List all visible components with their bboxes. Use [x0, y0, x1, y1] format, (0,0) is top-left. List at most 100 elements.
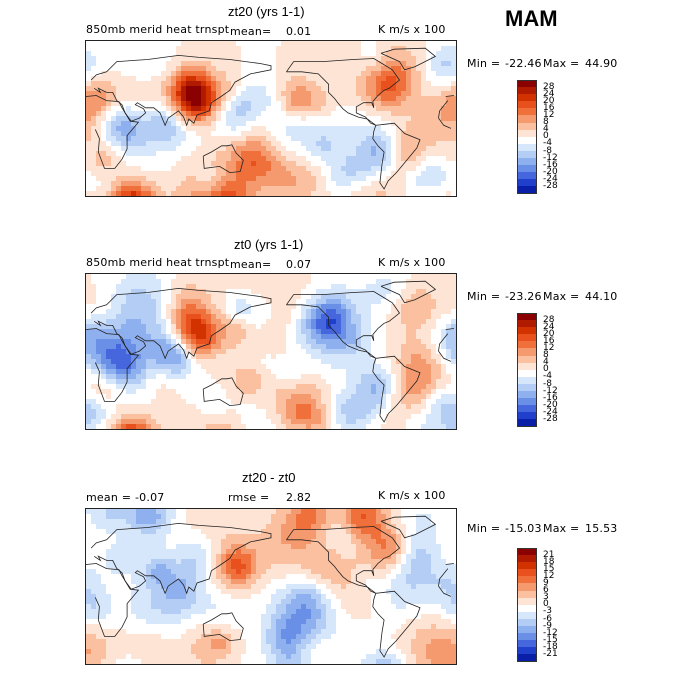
heatmap-cell [151, 364, 157, 370]
heatmap-cell [331, 136, 337, 142]
heatmap-cell [176, 71, 182, 77]
heatmap-cell [121, 156, 127, 162]
heatmap-cell [251, 96, 257, 102]
heatmap-cell [371, 116, 377, 122]
heatmap-cell [311, 166, 317, 172]
heatmap-cell [146, 419, 152, 425]
heatmap-cell [111, 181, 117, 187]
heatmap-cell [86, 41, 92, 47]
heatmap-cell [256, 126, 262, 132]
heatmap-cell [126, 339, 132, 345]
heatmap-cell [396, 324, 402, 330]
panel-1-mean-label: mean= [230, 25, 272, 38]
heatmap-cell [381, 344, 387, 350]
heatmap-cell [186, 181, 192, 187]
heatmap-cell [431, 76, 437, 82]
heatmap-cell [166, 334, 172, 340]
heatmap-cell [186, 389, 192, 395]
heatmap-cell [386, 379, 392, 385]
heatmap-cell [321, 394, 327, 400]
heatmap-cell [206, 329, 212, 335]
heatmap-cell [126, 101, 132, 107]
heatmap-cell [161, 71, 167, 77]
heatmap-cell [256, 304, 262, 310]
heatmap-cell [146, 394, 152, 400]
heatmap-cell [296, 161, 302, 167]
heatmap-cell [96, 191, 102, 196]
heatmap-cell [166, 96, 172, 102]
heatmap-cell [341, 344, 347, 350]
heatmap-cell [441, 46, 447, 52]
heatmap-cell [156, 364, 162, 370]
heatmap-cell [141, 319, 147, 325]
heatmap-cell [306, 404, 312, 410]
heatmap-cell [356, 186, 362, 192]
heatmap-cell [271, 101, 277, 107]
heatmap-cell [451, 46, 456, 52]
heatmap-cell [111, 404, 117, 410]
heatmap-cell [216, 374, 222, 380]
heatmap-cell [151, 106, 157, 112]
heatmap-cell [416, 359, 422, 365]
heatmap-cell [216, 334, 222, 340]
heatmap-cell [426, 191, 432, 196]
heatmap-cell [206, 41, 212, 47]
heatmap-cell [411, 81, 417, 87]
heatmap-cell [371, 384, 377, 390]
heatmap-cell [96, 46, 102, 52]
heatmap-cell [211, 71, 217, 77]
heatmap-cell [141, 81, 147, 87]
heatmap-cell [196, 106, 202, 112]
heatmap-cell [366, 171, 372, 177]
heatmap-cell [321, 369, 327, 375]
heatmap-cell [311, 91, 317, 97]
heatmap-cell [376, 399, 382, 405]
heatmap-cell [251, 339, 257, 345]
heatmap-cell [406, 61, 412, 67]
heatmap-cell [341, 409, 347, 415]
heatmap-cell [311, 81, 317, 87]
heatmap-cell [261, 96, 267, 102]
heatmap-cell [271, 359, 277, 365]
heatmap-cell [251, 334, 257, 340]
heatmap-cell [176, 56, 182, 62]
heatmap-cell [331, 196, 336, 197]
heatmap-cell [366, 344, 372, 350]
heatmap-cell [421, 66, 427, 72]
heatmap-cell [281, 304, 287, 310]
heatmap-cell [166, 324, 172, 330]
heatmap-cell [356, 171, 362, 177]
heatmap-cell [271, 329, 277, 335]
heatmap-cell [351, 309, 357, 315]
heatmap-cell [326, 191, 332, 196]
heatmap-cell [321, 364, 327, 370]
heatmap-cell [306, 394, 312, 400]
heatmap-cell [301, 284, 307, 290]
heatmap-cell [136, 319, 142, 325]
heatmap-cell [261, 349, 267, 355]
heatmap-cell [346, 389, 352, 395]
heatmap-cell [191, 299, 197, 305]
heatmap-cell [256, 76, 262, 82]
heatmap-cell [201, 384, 207, 390]
heatmap-cell [221, 61, 227, 67]
heatmap-cell [316, 91, 322, 97]
heatmap-cell [336, 186, 342, 192]
heatmap-cell [91, 196, 96, 197]
heatmap-cell [276, 96, 282, 102]
heatmap-cell [436, 51, 442, 57]
heatmap-cell [111, 304, 117, 310]
heatmap-cell [326, 419, 332, 425]
heatmap-cell [316, 274, 322, 280]
heatmap-cell [361, 379, 367, 385]
heatmap-cell [266, 101, 272, 107]
heatmap-cell [316, 324, 322, 330]
heatmap-cell [206, 284, 212, 290]
heatmap-cell [291, 151, 297, 157]
heatmap-cell [416, 389, 422, 395]
heatmap-cell [171, 46, 177, 52]
heatmap-cell [316, 284, 322, 290]
panel-1-map [85, 40, 457, 197]
heatmap-cell [386, 66, 392, 72]
colorbar-swatch [517, 80, 537, 88]
